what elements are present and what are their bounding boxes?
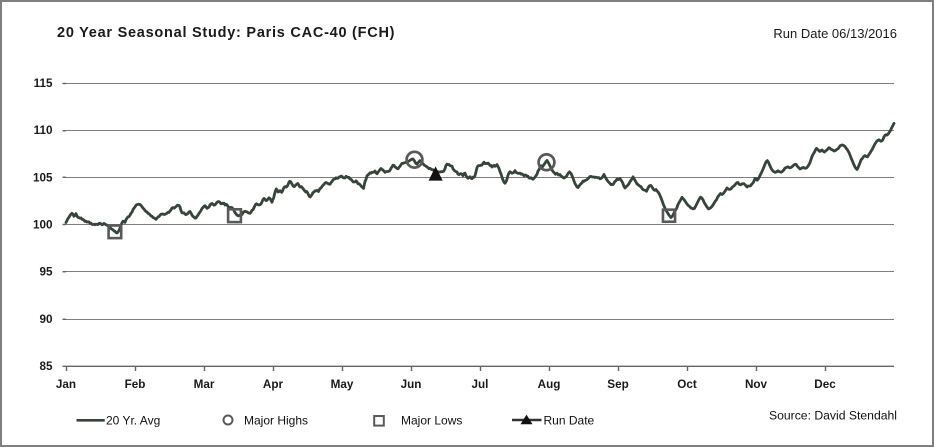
- svg-text:85: 85: [39, 360, 53, 373]
- svg-text:Sep: Sep: [607, 378, 628, 391]
- svg-text:95: 95: [39, 266, 53, 279]
- svg-text:Run Date: Run Date: [544, 414, 595, 428]
- svg-text:Source: David Stendahl: Source: David Stendahl: [769, 409, 897, 423]
- svg-text:Major Highs: Major Highs: [244, 414, 308, 428]
- svg-text:Run Date 06/13/2016: Run Date 06/13/2016: [773, 26, 897, 41]
- svg-text:Jul: Jul: [472, 378, 489, 391]
- svg-text:Oct: Oct: [677, 378, 697, 391]
- svg-text:20 Year Seasonal Study: Paris: 20 Year Seasonal Study: Paris CAC-40 (FC…: [57, 25, 395, 41]
- svg-text:Nov: Nov: [745, 378, 768, 391]
- svg-text:Jan: Jan: [56, 378, 76, 391]
- svg-text:May: May: [331, 378, 354, 391]
- svg-text:20 Yr. Avg: 20 Yr. Avg: [106, 414, 160, 428]
- svg-text:90: 90: [39, 313, 53, 326]
- svg-text:100: 100: [33, 219, 53, 232]
- svg-text:Major Lows: Major Lows: [401, 414, 462, 428]
- svg-text:Aug: Aug: [538, 378, 561, 391]
- svg-text:Jun: Jun: [401, 378, 422, 391]
- svg-text:Apr: Apr: [263, 378, 284, 391]
- svg-text:Mar: Mar: [194, 378, 215, 391]
- svg-text:105: 105: [33, 171, 53, 184]
- svg-text:110: 110: [34, 124, 53, 137]
- svg-text:Dec: Dec: [814, 378, 836, 391]
- svg-text:Feb: Feb: [125, 378, 146, 391]
- svg-text:115: 115: [34, 77, 53, 90]
